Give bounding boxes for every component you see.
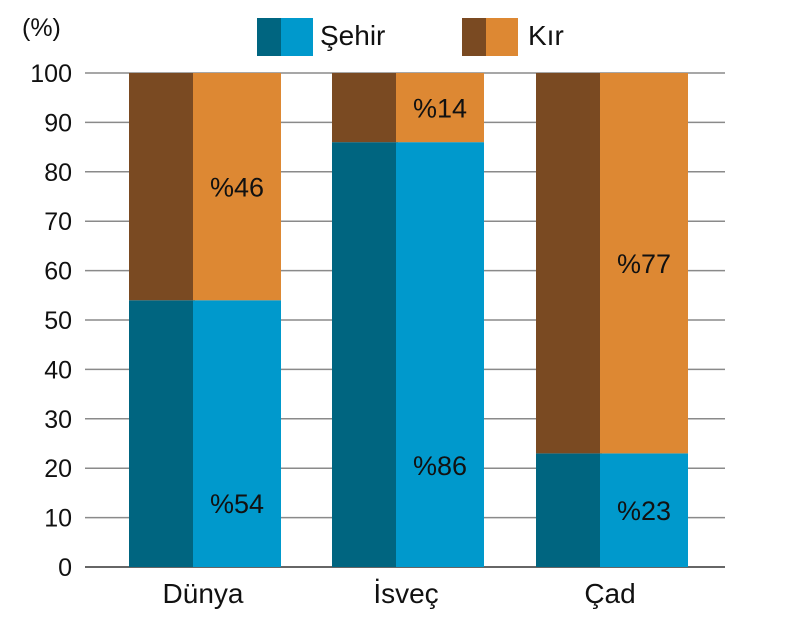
data-label: %14	[413, 94, 467, 124]
y-tick-label: 0	[58, 554, 72, 582]
bar-kir	[600, 73, 688, 454]
bar-shade-sehir	[129, 300, 195, 567]
bar-shade-kir	[129, 73, 195, 301]
bar-shade-kir	[536, 73, 602, 454]
bars: %54 %46 %86 %14 %23 %77	[129, 73, 688, 567]
data-label: %86	[413, 451, 467, 481]
legend-swatch	[486, 18, 518, 56]
y-tick-label: 50	[44, 307, 72, 335]
bar-sehir	[396, 142, 484, 567]
legend-swatch-shade	[462, 18, 488, 56]
bar-kir	[396, 73, 484, 143]
bar-sehir	[600, 453, 688, 567]
legend-label: Kır	[528, 20, 564, 51]
y-tick-label: 10	[44, 505, 72, 533]
y-tick-label: 30	[44, 406, 72, 434]
data-label: %77	[617, 249, 671, 279]
legend-swatch	[281, 18, 313, 56]
x-category-label: Dünya	[163, 578, 244, 609]
y-tick-label: 80	[44, 159, 72, 187]
bar-shade-sehir	[332, 142, 398, 567]
y-tick-label: 60	[44, 258, 72, 286]
bar-shade-sehir	[536, 453, 602, 567]
data-label: %54	[210, 489, 264, 519]
legend-label: Şehir	[320, 20, 385, 51]
y-axis: 0 10 20 30 40 50 60 70 80 90 100	[30, 60, 72, 582]
y-tick-label: 90	[44, 109, 72, 137]
y-tick-label: 70	[44, 208, 72, 236]
x-axis: Dünya İsveç Çad	[163, 578, 636, 609]
y-tick-label: 20	[44, 455, 72, 483]
data-label: %23	[617, 496, 671, 526]
x-category-label: İsveç	[373, 578, 438, 609]
y-tick-label: 100	[30, 60, 72, 88]
legend-swatch-shade	[257, 18, 283, 56]
bar-kir	[193, 73, 281, 301]
bar-shade-kir	[332, 73, 398, 143]
y-unit-label: (%)	[22, 14, 61, 42]
legend: Şehir Kır	[257, 18, 564, 56]
y-tick-label: 40	[44, 356, 72, 384]
bar-sehir	[193, 300, 281, 567]
x-category-label: Çad	[584, 578, 635, 609]
data-label: %46	[210, 173, 264, 203]
